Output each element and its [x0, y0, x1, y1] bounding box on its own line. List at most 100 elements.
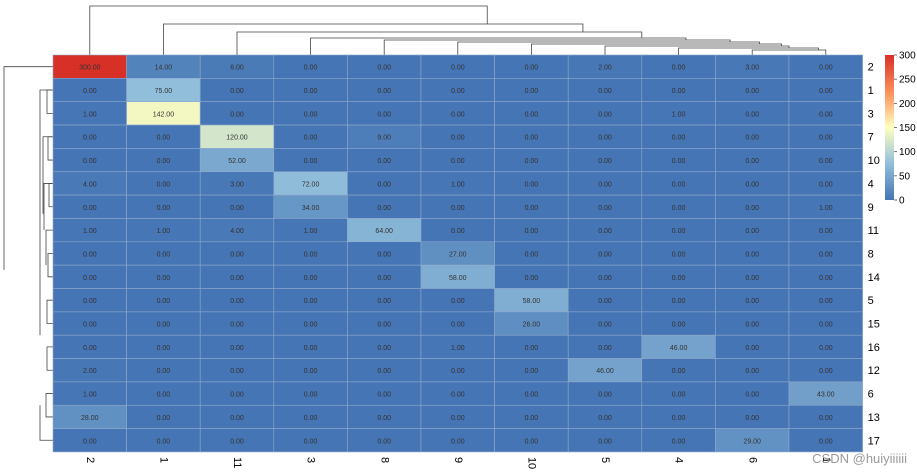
cell-value-label: 0.00	[525, 438, 539, 445]
cell-value-label: 0.00	[525, 275, 539, 282]
cell-value-label: 0.00	[672, 158, 686, 165]
cell-value-label: 0.00	[377, 415, 391, 422]
row-label: 17	[868, 435, 880, 447]
cell-value-label: 1.00	[157, 228, 171, 235]
legend-tick-label: 50	[899, 171, 911, 182]
dendrogram-branch	[46, 299, 53, 324]
cell-value-label: 0.00	[304, 111, 318, 118]
cell-value-label: 0.00	[83, 438, 97, 445]
legend-tick-label: 100	[899, 147, 916, 158]
column-label: 1	[820, 457, 832, 463]
cell-value-label: 0.00	[377, 275, 391, 282]
cell-value-label: 43.00	[817, 392, 835, 399]
cell-value-label: 3.00	[745, 65, 759, 72]
dendrogram-branch	[45, 229, 53, 266]
cell-value-label: 0.00	[672, 228, 686, 235]
cell-value-label: 0.00	[230, 322, 244, 329]
cell-value-label: 0.00	[745, 228, 759, 235]
cell-value-label: 0.00	[451, 88, 465, 95]
row-label: 10	[868, 155, 880, 167]
cell-value-label: 0.00	[525, 251, 539, 258]
cell-value-label: 0.00	[304, 298, 318, 305]
cell-value-label: 0.00	[83, 135, 97, 142]
column-label: 3	[305, 457, 317, 463]
row-label: 2	[868, 62, 874, 74]
cell-value-label: 0.00	[819, 322, 833, 329]
dendrogram-branch	[48, 183, 53, 208]
cell-value-label: 0.00	[598, 438, 612, 445]
cell-value-label: 0.00	[745, 158, 759, 165]
row-label: 8	[868, 248, 874, 260]
cell-value-label: 0.00	[745, 415, 759, 422]
cell-value-label: 0.00	[672, 205, 686, 212]
cell-value-label: 0.00	[230, 205, 244, 212]
cell-value-label: 0.00	[304, 345, 318, 352]
column-label: 8	[378, 457, 390, 463]
cell-value-label: 0.00	[157, 205, 171, 212]
cell-value-label: 0.00	[598, 275, 612, 282]
cell-value-label: 0.00	[672, 135, 686, 142]
cell-value-label: 0.00	[672, 275, 686, 282]
cell-value-label: 0.00	[745, 275, 759, 282]
cell-value-label: 0.00	[83, 275, 97, 282]
cell-value-label: 0.00	[819, 368, 833, 375]
cell-value-label: 0.00	[598, 111, 612, 118]
cell-value-label: 0.00	[525, 65, 539, 72]
color-legend: 0 50 100 150 200 250 300	[885, 51, 916, 207]
cell-value-label: 4.00	[230, 228, 244, 235]
cell-value-label: 0.00	[377, 251, 391, 258]
dendrogram-branch	[47, 136, 53, 161]
cell-value-label: 0.00	[230, 298, 244, 305]
cell-value-label: 1.00	[83, 392, 97, 399]
cell-value-label: 0.00	[745, 298, 759, 305]
row-label: 6	[868, 389, 874, 401]
cell-value-label: 29.00	[743, 438, 761, 445]
cell-value-label: 0.00	[451, 111, 465, 118]
cell-value-label: 0.00	[157, 345, 171, 352]
cell-value-label: 0.00	[819, 65, 833, 72]
cell-value-label: 0.00	[230, 275, 244, 282]
cell-value-label: 0.00	[377, 205, 391, 212]
cell-value-label: 14.00	[155, 65, 173, 72]
cell-value-label: 0.00	[83, 345, 97, 352]
cell-value-label: 142.00	[153, 111, 175, 118]
cell-value-label: 0.00	[377, 345, 391, 352]
cell-value-label: 0.00	[304, 135, 318, 142]
cell-value-label: 0.00	[451, 158, 465, 165]
cell-value-label: 0.00	[525, 158, 539, 165]
cell-value-label: 0.00	[525, 181, 539, 188]
cell-value-label: 0.00	[377, 181, 391, 188]
cell-value-label: 0.00	[598, 158, 612, 165]
cell-value-label: 0.00	[672, 298, 686, 305]
cell-value-label: 0.00	[745, 392, 759, 399]
cell-value-label: 0.00	[230, 415, 244, 422]
dendrogram-branch	[45, 393, 53, 418]
cell-value-label: 0.00	[819, 438, 833, 445]
cell-value-label: 2.00	[83, 368, 97, 375]
cell-value-label: 0.00	[157, 158, 171, 165]
cell-value-label: 0.00	[819, 181, 833, 188]
column-label: 11	[231, 457, 243, 468]
cell-value-label: 0.00	[230, 438, 244, 445]
cell-value-label: 0.00	[83, 88, 97, 95]
cell-value-label: 0.00	[819, 111, 833, 118]
cell-value-label: 0.00	[451, 415, 465, 422]
cell-value-label: 0.00	[745, 181, 759, 188]
cell-value-label: 3.00	[230, 181, 244, 188]
cell-value-label: 0.00	[819, 135, 833, 142]
cell-value-label: 0.00	[377, 158, 391, 165]
cell-value-label: 0.00	[672, 181, 686, 188]
cell-value-label: 26.00	[523, 322, 541, 329]
cell-value-label: 0.00	[83, 298, 97, 305]
cell-value-label: 0.00	[745, 368, 759, 375]
dendrogram-branch	[3, 66, 53, 270]
cell-value-label: 0.00	[598, 415, 612, 422]
cell-value-label: 1.00	[451, 345, 465, 352]
cell-value-label: 0.00	[83, 322, 97, 329]
cell-value-label: 0.00	[598, 228, 612, 235]
cell-value-label: 0.00	[157, 251, 171, 258]
cell-value-label: 0.00	[230, 345, 244, 352]
cell-value-label: 0.00	[304, 392, 318, 399]
cell-value-label: 1.00	[83, 228, 97, 235]
